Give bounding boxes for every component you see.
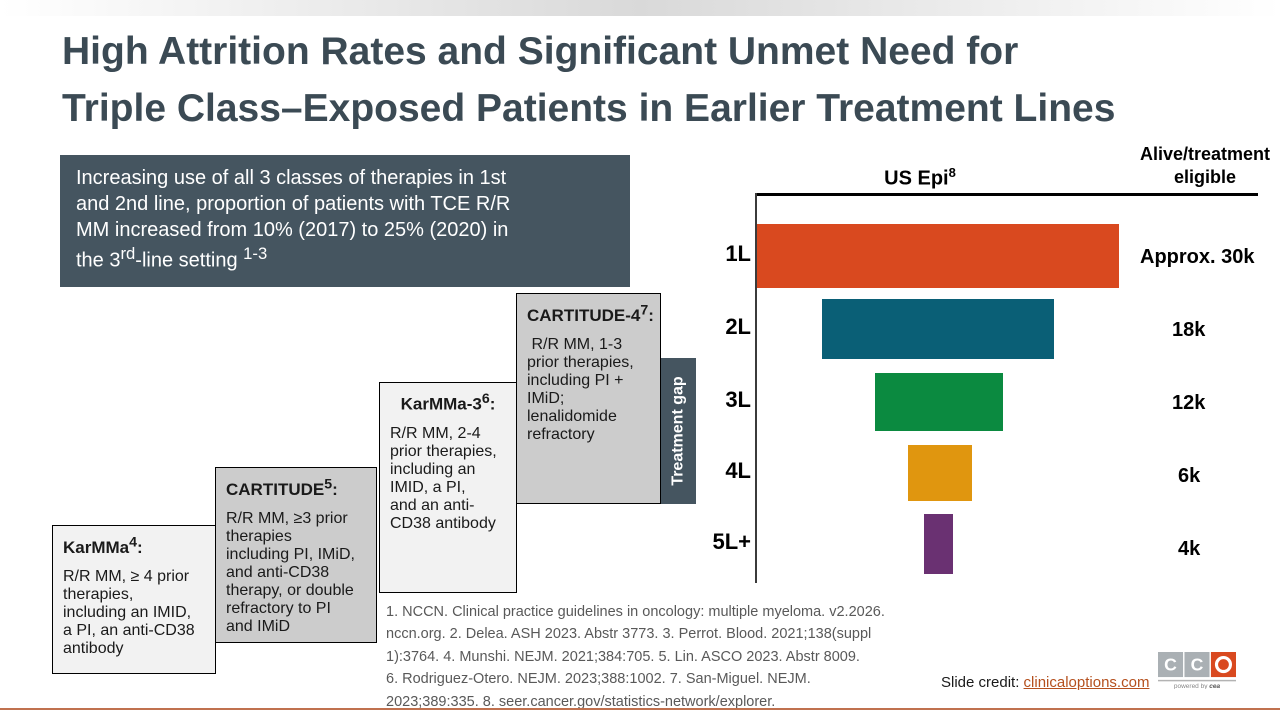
svg-text:C: C: [1164, 655, 1177, 675]
svg-text:powered by cea: powered by cea: [1174, 683, 1221, 689]
svg-text:C: C: [1191, 655, 1204, 675]
